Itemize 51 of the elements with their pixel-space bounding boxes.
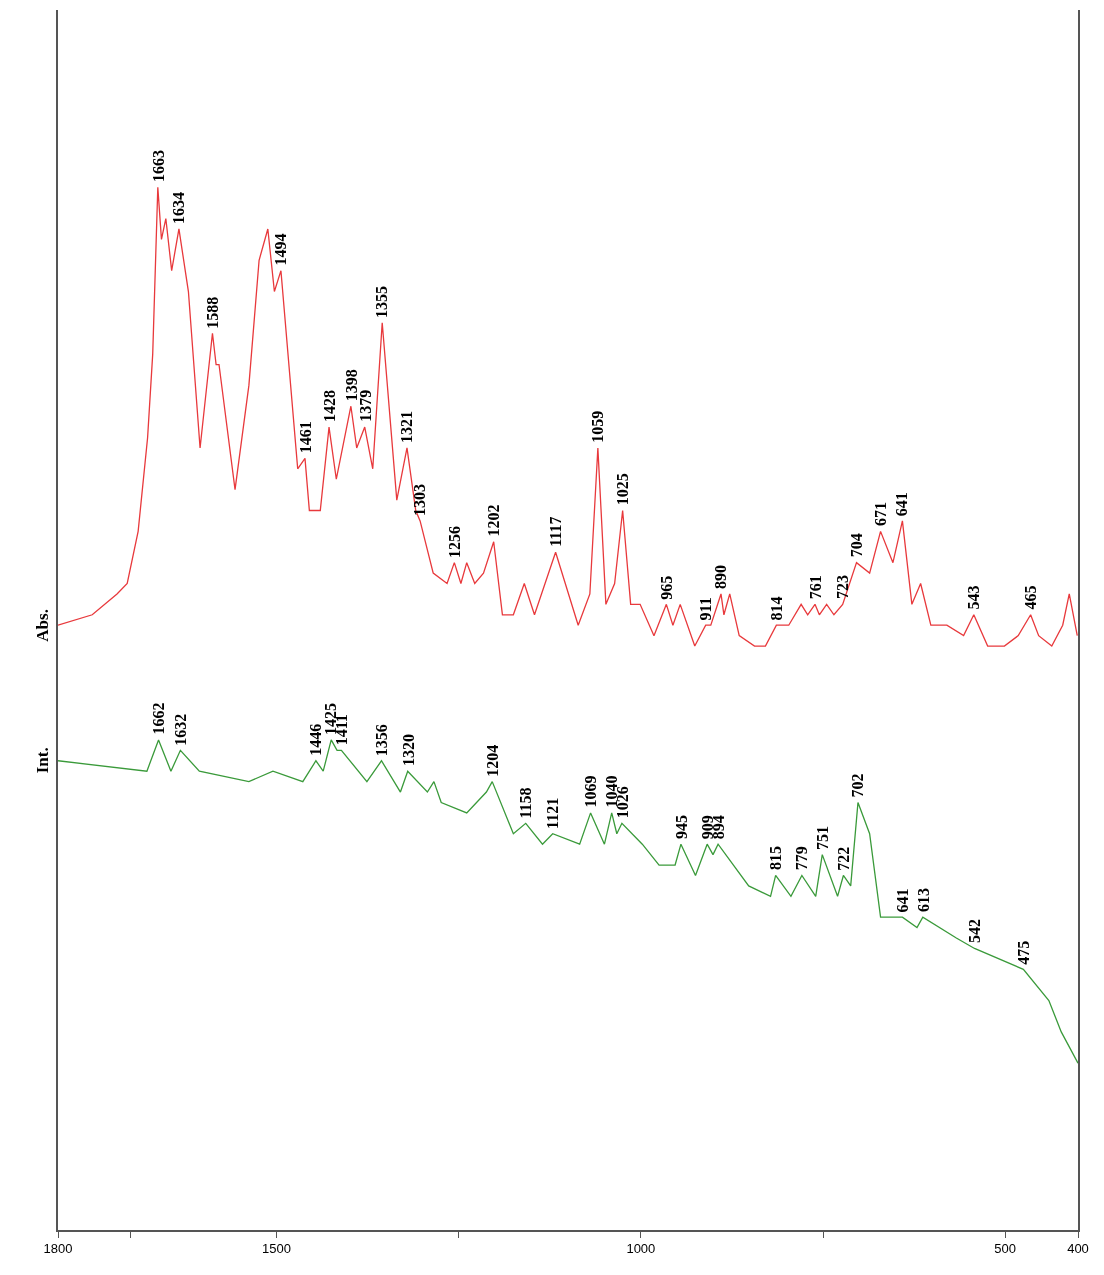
annotation: 1121	[544, 797, 562, 829]
annotation: 1204	[483, 744, 501, 777]
annotation: 542	[966, 919, 984, 943]
annotation: 1355	[373, 286, 391, 319]
annotation: 1662	[149, 702, 167, 735]
annotation: 911	[696, 597, 714, 621]
annotation: 779	[793, 846, 811, 871]
annotation: 751	[813, 825, 831, 850]
annotation: 1494	[272, 233, 290, 266]
annotation: 671	[872, 501, 890, 526]
annotation: 814	[768, 596, 786, 621]
annotation: 722	[834, 846, 852, 871]
annotation: 1461	[296, 421, 314, 454]
annotation: 475	[1015, 940, 1033, 965]
annotation: 945	[672, 815, 690, 840]
annotation: 465	[1021, 585, 1039, 610]
x-tick-label: 400	[1067, 1241, 1089, 1257]
annotation: 1025	[614, 473, 632, 506]
annotation: 1632	[172, 713, 190, 746]
annotation: 1202	[484, 504, 502, 537]
x-tick-label: 1500	[262, 1241, 292, 1257]
annotation: 890	[712, 564, 730, 589]
annotation: 641	[893, 492, 911, 517]
annotation: 1663	[149, 150, 167, 183]
annotation: 1158	[516, 787, 534, 819]
annotation: 1303	[411, 484, 429, 517]
annotation: 543	[965, 585, 983, 610]
annotation: 1588	[204, 296, 222, 329]
annotation: 1320	[399, 733, 417, 766]
annotation: 1069	[581, 775, 599, 808]
annotation: 1117	[547, 516, 565, 547]
annotation: 1321	[398, 410, 416, 443]
annotation: 965	[658, 575, 675, 600]
x-tick-label: 1800	[43, 1241, 73, 1257]
annotation: 723	[834, 575, 852, 600]
annotation: 815	[767, 846, 785, 871]
x-tick-label: 1000	[626, 1241, 656, 1257]
annotation: 1446	[307, 723, 325, 756]
annotation: 1356	[372, 724, 390, 757]
annotation: 704	[847, 533, 865, 558]
annotation: 1059	[588, 410, 606, 443]
x-tick-label: 500	[994, 1241, 1016, 1257]
annotation: 613	[914, 887, 932, 912]
annotation: 1428	[320, 390, 338, 423]
text: Int.	[32, 747, 52, 774]
annotation: 761	[806, 575, 824, 600]
annotation: 1256	[445, 525, 463, 558]
annotation: 641	[894, 888, 912, 913]
annotation: 1634	[169, 191, 187, 224]
annotation: 702	[849, 773, 867, 798]
text: Abs.	[33, 609, 53, 642]
